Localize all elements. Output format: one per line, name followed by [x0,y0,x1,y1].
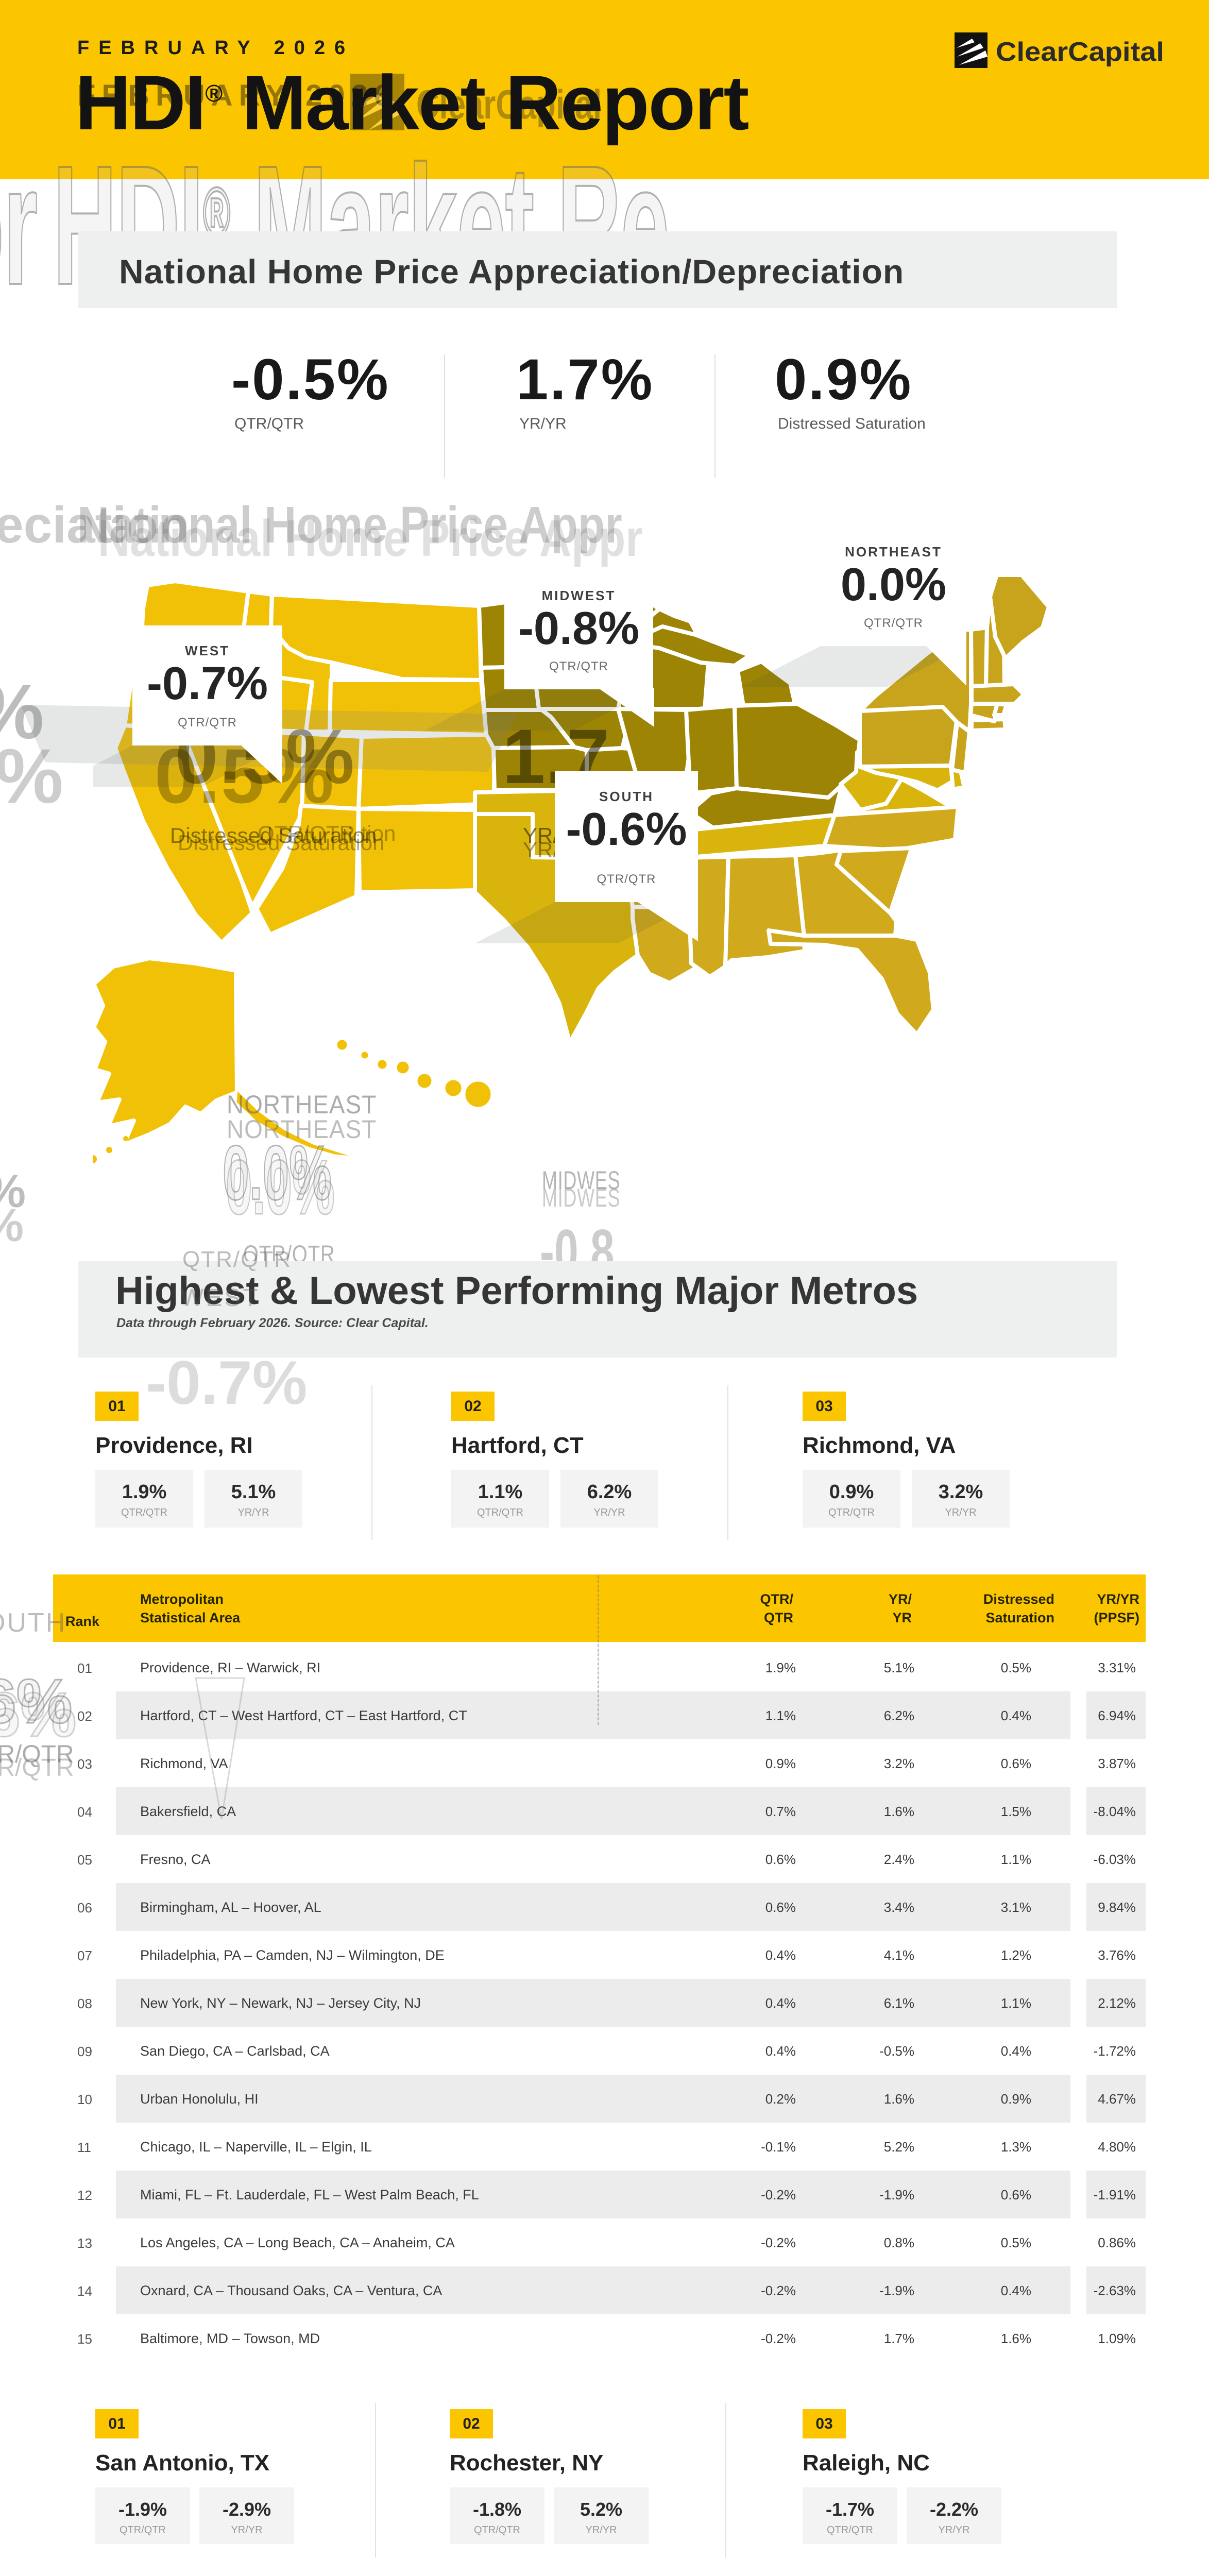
svg-text:ClearCapital: ClearCapital [996,37,1164,67]
